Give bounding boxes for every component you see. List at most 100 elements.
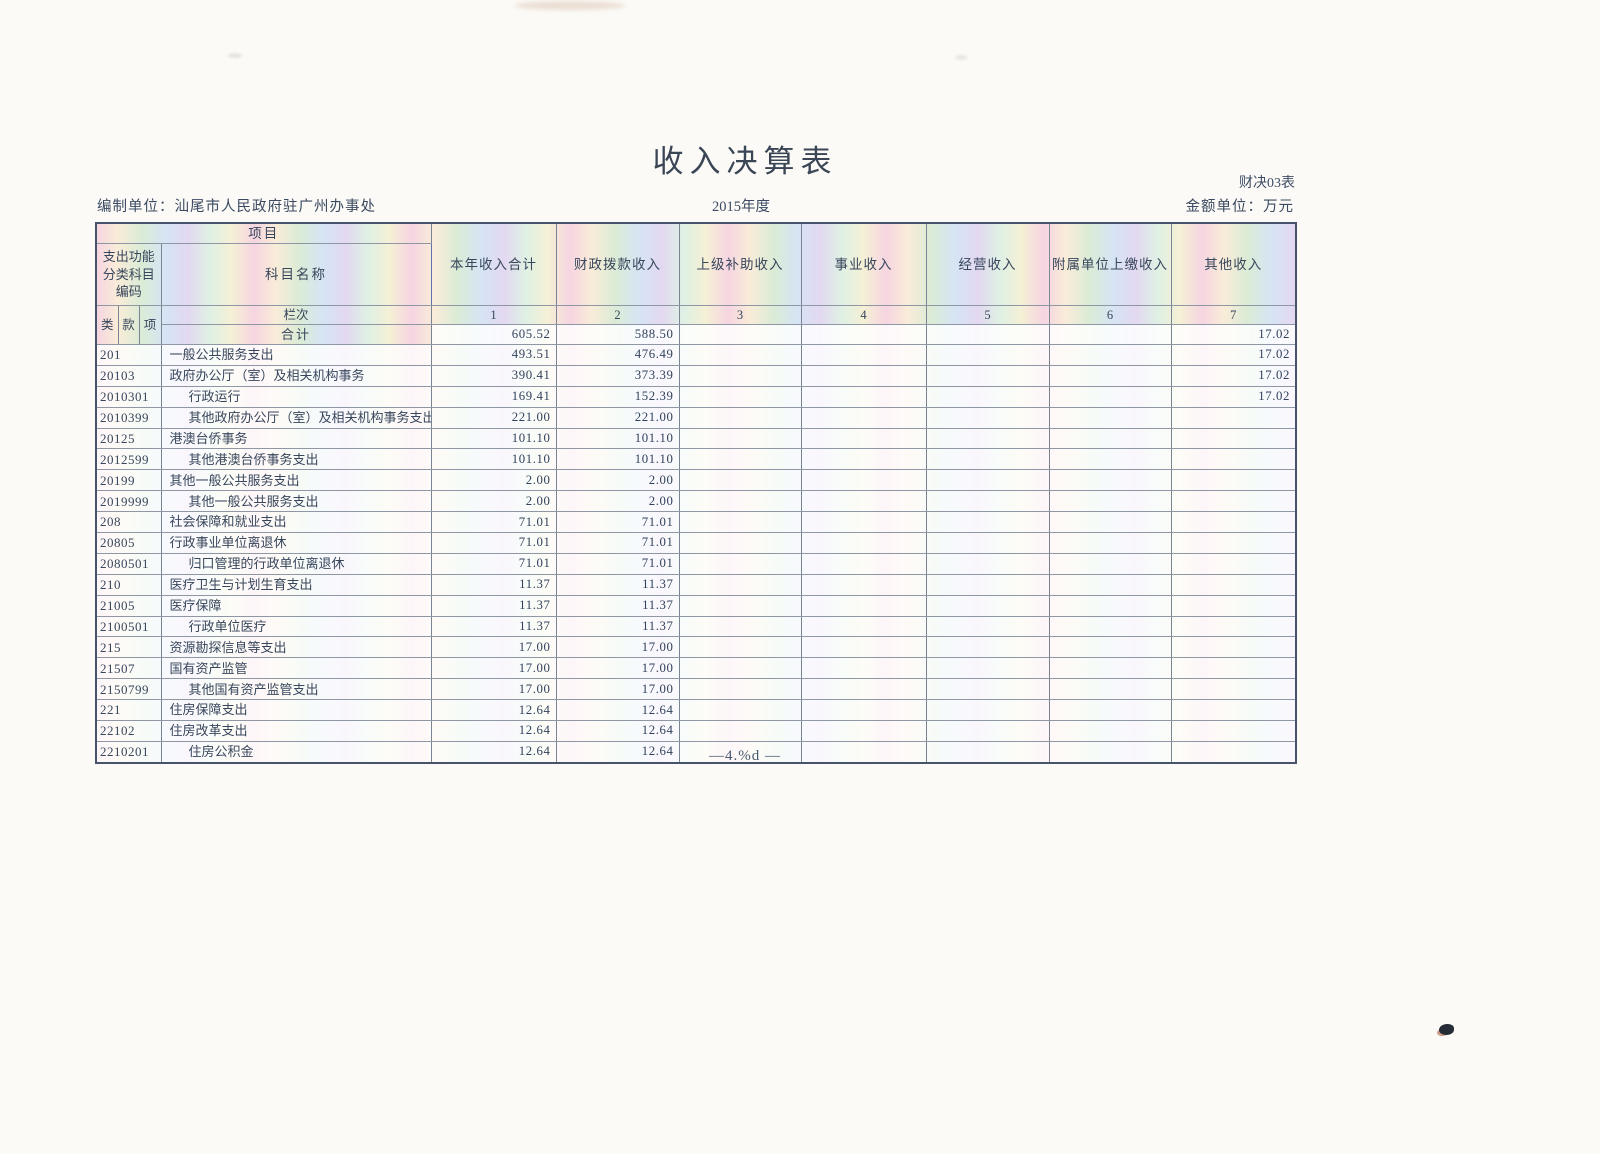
- row-value: [1048, 364, 1172, 387]
- row-subject-name: 行政事业单位离退休: [160, 532, 432, 554]
- row-code: 2010301: [95, 385, 162, 408]
- row-value: [1048, 344, 1172, 366]
- row-code: 215: [95, 636, 162, 659]
- row-value: [800, 678, 927, 701]
- column-title: 上级补助收入: [678, 222, 802, 306]
- scan-speck: [955, 55, 967, 60]
- table-row: 2019999 其他一般公共服务支出 2.00 2.00: [95, 490, 1297, 513]
- row-code: 2210201: [95, 740, 162, 764]
- row-subject-name: 行政运行: [160, 385, 432, 408]
- table-row: 221 住房保障支出 12.64 12.64: [95, 699, 1297, 722]
- row-value: [1170, 678, 1297, 701]
- row-value: [1170, 448, 1297, 471]
- table-row: 2100501 行政单位医疗 11.37 11.37: [95, 615, 1297, 638]
- row-value: [800, 740, 927, 764]
- column-number: 2: [555, 305, 680, 325]
- row-value: [800, 344, 927, 366]
- row-subject-name: 住房保障支出: [160, 699, 432, 722]
- row-code: 20805: [95, 532, 162, 554]
- row-value: [925, 552, 1050, 575]
- row-value: [678, 364, 802, 387]
- row-subject-name: 其他政府办公厅（室）及相关机构事务支出: [160, 406, 432, 429]
- row-value: 71.01: [555, 552, 680, 575]
- row-value: [800, 427, 927, 450]
- scan-speck: [228, 53, 242, 58]
- row-value: [678, 344, 802, 366]
- row-value: 12.64: [555, 699, 680, 722]
- row-value: [800, 657, 927, 680]
- row-value: [1170, 511, 1297, 534]
- row-value: [800, 615, 927, 638]
- row-value: [1170, 615, 1297, 638]
- row-subject-name: 其他港澳台侨事务支出: [160, 448, 432, 471]
- column-number: 1: [430, 305, 557, 325]
- row-value: 221.00: [555, 406, 680, 429]
- total-value: [925, 324, 1050, 345]
- scan-smudge: [515, 1, 625, 10]
- row-value: [678, 699, 802, 722]
- row-value: [1170, 573, 1297, 596]
- row-value: [1048, 552, 1172, 575]
- row-value: 17.00: [555, 657, 680, 680]
- row-value: 12.64: [430, 699, 557, 722]
- row-value: 390.41: [430, 364, 557, 387]
- column-title: 事业收入: [800, 222, 927, 306]
- row-value: 17.00: [430, 657, 557, 680]
- table-row: 2012599 其他港澳台侨事务支出 101.10 101.10: [95, 448, 1297, 471]
- page-footer: —4.%d —: [709, 748, 781, 764]
- row-value: [800, 636, 927, 659]
- row-value: [678, 594, 802, 617]
- total-value: 588.50: [555, 324, 680, 345]
- row-value: [1048, 615, 1172, 638]
- project-header: 项目: [95, 222, 432, 244]
- row-value: 2.00: [555, 490, 680, 513]
- row-value: [925, 573, 1050, 596]
- row-code: 2150799: [95, 678, 162, 701]
- code-sub-label: 项: [138, 305, 162, 345]
- column-number: 4: [800, 305, 927, 325]
- row-value: [1170, 720, 1297, 742]
- row-value: [1048, 657, 1172, 680]
- row-code: 20199: [95, 469, 162, 492]
- row-value: [800, 511, 927, 534]
- row-value: [800, 720, 927, 742]
- row-value: [925, 344, 1050, 366]
- row-code: 22102: [95, 720, 162, 742]
- row-value: [678, 636, 802, 659]
- row-value: 101.10: [430, 427, 557, 450]
- row-subject-name: 一般公共服务支出: [160, 344, 432, 366]
- row-value: [678, 678, 802, 701]
- row-code: 2019999: [95, 490, 162, 513]
- row-value: 169.41: [430, 385, 557, 408]
- row-value: [925, 406, 1050, 429]
- table-row: 20199 其他一般公共服务支出 2.00 2.00: [95, 469, 1297, 492]
- row-subject-name: 医疗保障: [160, 594, 432, 617]
- row-value: 17.02: [1170, 364, 1297, 387]
- row-value: [1048, 699, 1172, 722]
- total-row-label: 合计: [160, 324, 432, 345]
- code-sub-label: 款: [117, 305, 140, 345]
- row-value: [925, 678, 1050, 701]
- row-code: 210: [95, 573, 162, 596]
- column-number: 5: [925, 305, 1050, 325]
- row-subject-name: 住房公积金: [160, 740, 432, 764]
- row-value: [800, 406, 927, 429]
- row-value: [1170, 532, 1297, 554]
- row-value: [925, 364, 1050, 387]
- row-value: 2.00: [555, 469, 680, 492]
- row-subject-name: 其他一般公共服务支出: [160, 469, 432, 492]
- row-value: [1048, 469, 1172, 492]
- row-value: 11.37: [555, 594, 680, 617]
- row-value: 12.64: [555, 740, 680, 764]
- row-value: 11.37: [430, 573, 557, 596]
- column-title: 财政拨款收入: [555, 222, 680, 306]
- row-subject-name: 国有资产监管: [160, 657, 432, 680]
- table-row: 21507 国有资产监管 17.00 17.00: [95, 657, 1297, 680]
- row-value: [925, 385, 1050, 408]
- row-code: 21507: [95, 657, 162, 680]
- prepared-by: 编制单位：汕尾市人民政府驻广州办事处: [97, 199, 376, 215]
- row-value: [678, 469, 802, 492]
- row-code: 221: [95, 699, 162, 722]
- column-number: 3: [678, 305, 802, 325]
- table-row: 210 医疗卫生与计划生育支出 11.37 11.37: [95, 573, 1297, 596]
